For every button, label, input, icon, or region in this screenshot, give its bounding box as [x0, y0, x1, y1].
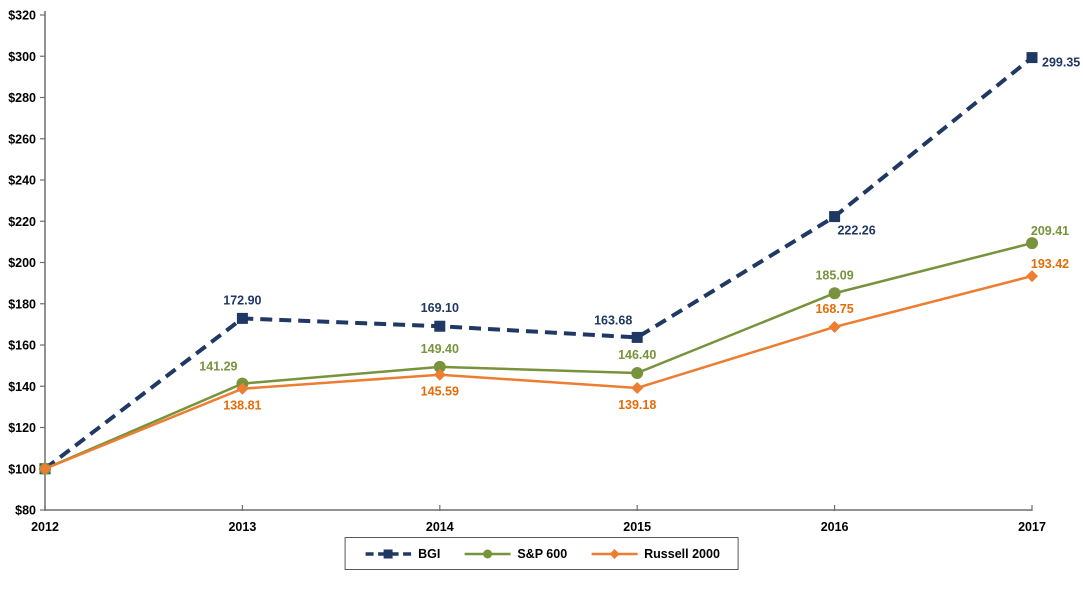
bgi-swatch-marker — [383, 549, 393, 558]
legend-label-sp600: S&P 600 — [517, 546, 568, 561]
bgi-marker-2017 — [1026, 52, 1038, 64]
russell-2000-marker-2015 — [631, 381, 644, 394]
y-tick-label: $100 — [8, 462, 36, 476]
bgi-marker-2014 — [434, 320, 446, 332]
y-tick-label: $200 — [8, 256, 36, 270]
russell-2000-marker-2013 — [236, 382, 249, 395]
y-tick-label: $140 — [8, 380, 36, 394]
s-p-600-marker-2017 — [1026, 237, 1038, 250]
s-p-600-line — [44, 241, 1033, 470]
bgi-value-label-2014: 169.10 — [421, 301, 459, 315]
chart-legend: BGI S&P 600 Russell 2000 — [344, 537, 739, 570]
legend-item-bgi: BGI — [363, 547, 440, 561]
series-russell-2000: 138.81 145.59 139.18 168.75 193.42 — [39, 257, 1069, 475]
s-p-600-marker-2015 — [631, 367, 644, 380]
s-p-600-value-label-2013: 141.29 — [199, 360, 237, 374]
legend-label-russell2000: Russell 2000 — [644, 546, 720, 561]
russell-2000-marker-2012 — [39, 462, 51, 475]
russell-2000-swatch-marker — [609, 548, 620, 559]
sp600-line-swatch — [464, 549, 511, 558]
bgi-marker-2016 — [829, 211, 841, 223]
axes: $80 $100 $120 $140 $160 $180 $200 $220 $240 $260 $… — [8, 9, 1046, 535]
y-tick-label: $160 — [8, 339, 36, 353]
x-tick-label-2015: 2015 — [623, 520, 651, 534]
x-tick-label-2013: 2013 — [228, 520, 256, 534]
russell-2000-marker-2014 — [433, 368, 446, 381]
y-tick-label: $240 — [8, 174, 36, 188]
bgi-line — [43, 56, 1034, 471]
russell-2000-value-label-2016: 168.75 — [815, 302, 853, 316]
y-tick-label: $260 — [8, 132, 36, 146]
russell-2000-value-label-2013: 138.81 — [223, 399, 261, 413]
x-tick-label-2014: 2014 — [426, 520, 454, 534]
s-p-600-marker-2016 — [828, 287, 841, 300]
bgi-value-label-2013: 172.90 — [223, 293, 261, 307]
x-tick-label-2017: 2017 — [1018, 520, 1046, 534]
russell-2000-marker-2017 — [1026, 270, 1038, 283]
legend-item-russell2000: Russell 2000 — [589, 547, 720, 561]
x-tick-label-2016: 2016 — [821, 520, 849, 534]
s-p-600-value-label-2017: 209.41 — [1031, 224, 1069, 238]
series-s-p-600: 141.29 149.40 146.40 185.09 209.41 — [39, 224, 1069, 475]
bgi-marker-2015 — [631, 331, 643, 343]
s-p-600-value-label-2014: 149.40 — [421, 342, 459, 356]
s-p-600-swatch-marker — [482, 549, 492, 558]
russell-2000-value-label-2015: 139.18 — [618, 398, 656, 412]
russell2000-line-swatch — [591, 548, 638, 559]
y-tick-label: $280 — [8, 91, 36, 105]
legend-item-sp600: S&P 600 — [462, 547, 567, 561]
bgi-marker-2013 — [236, 312, 248, 324]
russell-2000-marker-2016 — [828, 320, 841, 333]
s-p-600-value-label-2016: 185.09 — [815, 268, 853, 282]
series-bgi: 172.90 169.10 163.68 222.26 299.35 — [39, 52, 1080, 475]
russell-2000-value-label-2017: 193.42 — [1031, 257, 1069, 271]
x-tick-label-2012: 2012 — [31, 520, 59, 534]
y-tick-label: $320 — [8, 9, 36, 23]
y-tick-label: $80 — [15, 504, 36, 518]
russell-2000-line — [44, 274, 1033, 470]
y-tick-label: $300 — [8, 50, 36, 64]
y-tick-label: $120 — [8, 421, 36, 435]
bgi-value-label-2017: 299.35 — [1042, 56, 1080, 70]
bgi-line-swatch — [365, 549, 412, 558]
bgi-value-label-2016: 222.26 — [837, 224, 875, 238]
s-p-600-value-label-2015: 146.40 — [618, 348, 656, 362]
russell-2000-value-label-2014: 145.59 — [421, 385, 459, 399]
y-tick-label: $180 — [8, 297, 36, 311]
y-tick-label: $220 — [8, 215, 36, 229]
bgi-value-label-2015: 163.68 — [594, 313, 632, 327]
legend-label-bgi: BGI — [418, 546, 441, 561]
